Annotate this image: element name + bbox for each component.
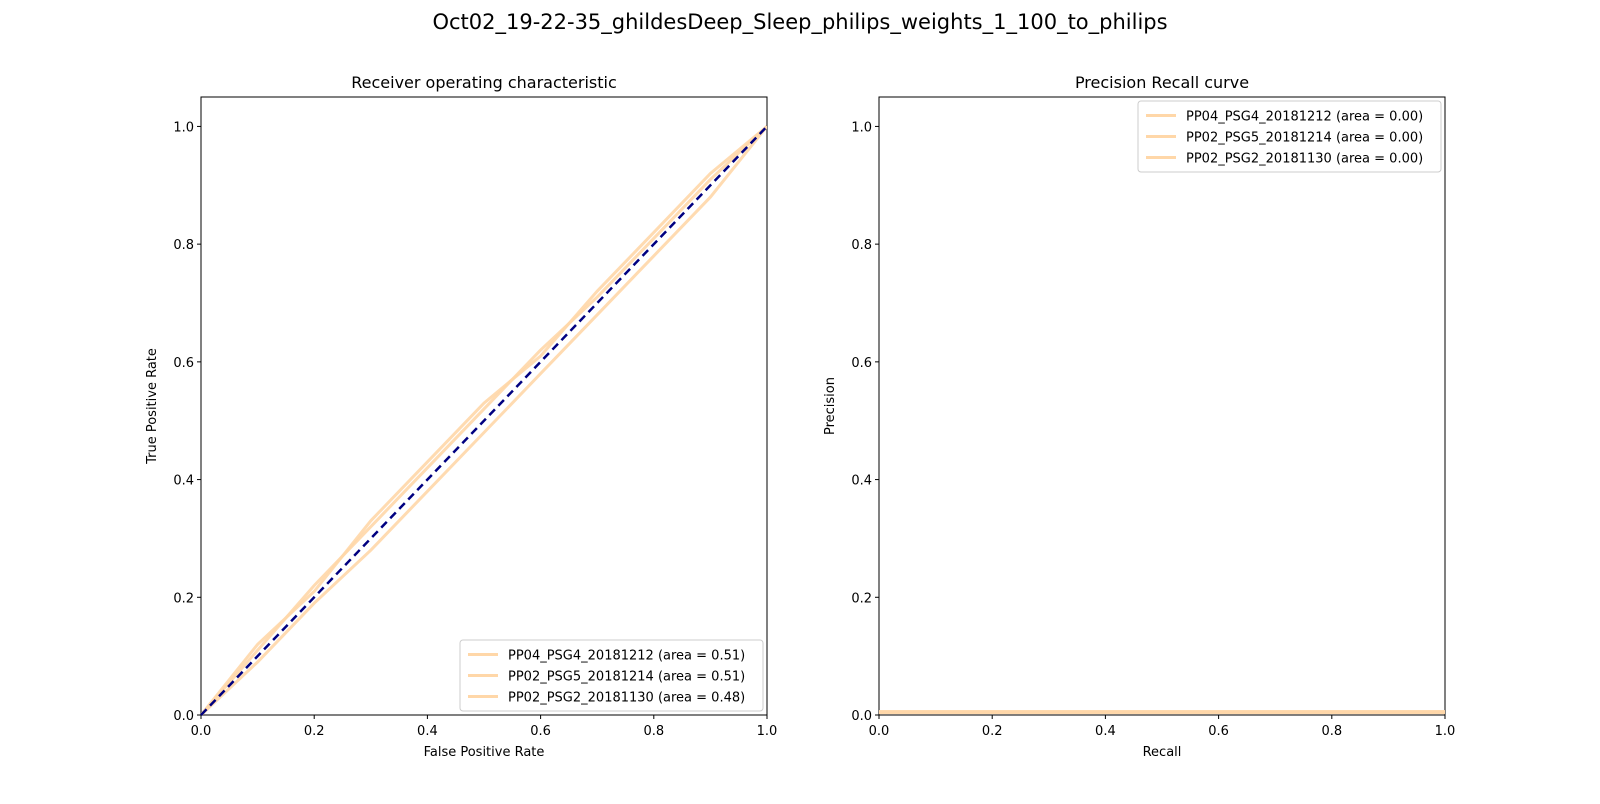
pr-legend-label: PP02_PSG2_20181130 (area = 0.00) (1186, 152, 1423, 167)
figure-title: Oct02_19-22-35_ghildesDeep_Sleep_philips… (432, 10, 1168, 34)
roc-legend-label: PP04_PSG4_20181212 (area = 0.51) (508, 649, 745, 664)
roc-x-tick-label: 0.0 (191, 724, 212, 739)
roc-x-tick-label: 0.4 (417, 724, 438, 739)
pr-y-tick-label: 0.8 (851, 238, 872, 253)
roc-legend-box (459, 639, 764, 712)
pr-x-tick-label: 0.0 (869, 724, 890, 739)
pr-y-label: Precision (823, 377, 838, 435)
pr-y-tick-label: 1.0 (851, 120, 872, 135)
roc-legend-label: PP02_PSG5_20181214 (area = 0.51) (508, 670, 745, 685)
pr-x-label: Recall (1143, 745, 1182, 760)
pr-x-tick-label: 0.2 (982, 724, 1003, 739)
roc-y-tick-label: 0.2 (173, 591, 194, 606)
pr-chart: Precision Recall curve Recall Precision … (823, 73, 1455, 760)
roc-legend-label: PP02_PSG2_20181130 (area = 0.48) (508, 691, 745, 706)
roc-y-label: True Positive Rate (145, 348, 160, 465)
roc-y-tick-label: 0.4 (173, 474, 194, 489)
pr-title: Precision Recall curve (1075, 73, 1249, 92)
roc-x-tick-label: 1.0 (757, 724, 778, 739)
roc-x-tick-label: 0.6 (530, 724, 551, 739)
roc-title: Receiver operating characteristic (351, 73, 617, 92)
roc-y-tick-label: 1.0 (173, 120, 194, 135)
roc-x-tick-label: 0.8 (643, 724, 664, 739)
pr-legend-label: PP04_PSG4_20181212 (area = 0.00) (1186, 110, 1423, 125)
pr-legend-box (1137, 100, 1442, 173)
roc-axes-frame (200, 96, 768, 716)
roc-chart: Receiver operating characteristic False … (145, 73, 777, 760)
pr-y-tick-label: 0.6 (851, 356, 872, 371)
pr-x-tick-label: 0.4 (1095, 724, 1116, 739)
roc-y-tick-label: 0.6 (173, 356, 194, 371)
pr-x-tick-label: 0.8 (1321, 724, 1342, 739)
pr-y-tick-label: 0.4 (851, 474, 872, 489)
roc-x-tick-label: 0.2 (304, 724, 325, 739)
roc-series-line (201, 125, 767, 715)
pr-x-tick-label: 0.6 (1208, 724, 1229, 739)
pr-axes-frame (878, 96, 1446, 716)
pr-legend-label: PP02_PSG5_20181214 (area = 0.00) (1186, 131, 1423, 146)
roc-y-tick-label: 0.8 (173, 238, 194, 253)
pr-y-tick-label: 0.0 (851, 709, 872, 724)
roc-y-tick-label: 0.0 (173, 709, 194, 724)
roc-x-label: False Positive Rate (424, 745, 545, 760)
pr-x-tick-label: 1.0 (1435, 724, 1456, 739)
pr-y-tick-label: 0.2 (851, 591, 872, 606)
roc-series-line (201, 125, 767, 715)
roc-chance-diagonal (200, 125, 768, 716)
